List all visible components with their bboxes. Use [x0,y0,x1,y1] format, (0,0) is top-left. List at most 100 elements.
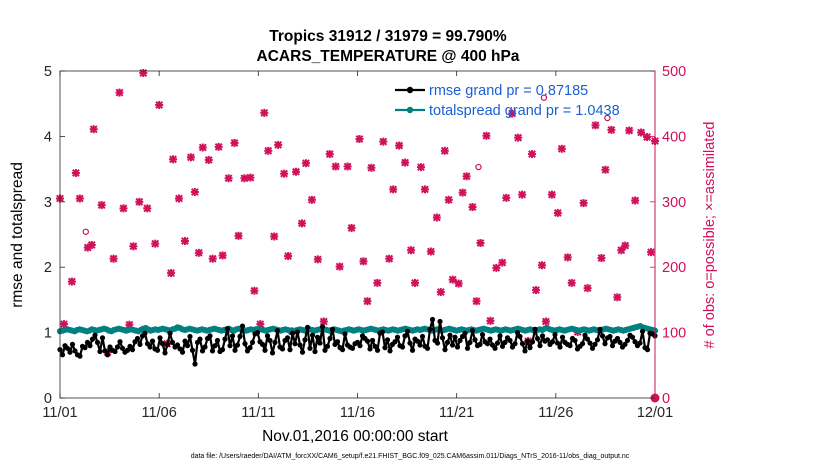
rmse-series-point [339,347,346,353]
rmse-series-point [624,337,631,344]
obs-assimilated-marker [532,286,540,295]
rmse-series-point [184,343,191,349]
rmse-series-point [544,337,551,343]
obs-assimilated-marker [347,223,356,232]
legend-spread-label: totalspread grand pr = 1.0438 [429,103,620,119]
obs-assimilated-marker [547,190,556,199]
rmse-series-point [89,336,96,342]
rmse-series-point [629,334,636,340]
obs-assimilated-marker [401,158,410,167]
obs-assimilated-marker [508,109,517,118]
obs-assimilated-marker [355,135,364,144]
obs-assimilated-marker [458,188,467,197]
obs-assimilated-marker [167,269,176,278]
legend-rmse-label: rmse grand pr = 0.87185 [429,83,588,99]
rmse-series-point [319,324,326,330]
obs-assimilated-marker [250,286,259,295]
obs-assimilated-marker [335,262,344,271]
rmse-series-point [262,347,268,353]
obs-assimilated-marker [214,142,223,151]
rmse-series-point [394,334,401,340]
rmse-series-point [644,347,651,353]
rmse-series-point [87,343,93,349]
rmse-series-point [229,333,236,339]
rmse-series-point [492,345,498,351]
rmse-series-point [232,347,238,353]
obs-assimilated-marker [198,143,207,152]
obs-assimilated-marker [274,140,283,149]
rmse-series-point [174,342,181,348]
obs-assimilated-marker [367,163,376,172]
rmse-series-point [97,348,103,355]
obs-assimilated-marker [498,258,507,267]
rmse-series-point [424,345,431,351]
obs-assimilated-marker [194,248,203,257]
rmse-series-point [307,345,313,351]
x-tick-label: 12/01 [637,405,673,421]
obs-assimilated-marker [631,196,640,205]
obs-assimilated-marker [436,288,445,297]
obs-count-series [56,68,660,403]
rmse-series-point [219,347,226,353]
obs-assimilated-marker [67,277,76,286]
rmse-series-point [554,340,561,346]
y-tick-label-left: 4 [44,129,52,145]
y-tick-label-left: 3 [44,195,52,211]
rmse-series-point [239,323,246,329]
rmse-series-point [594,337,601,343]
x-tick-label: 11/06 [142,405,177,421]
rmse-series-point [607,333,613,340]
obs-assimilated-marker [155,101,164,110]
rmse-series-point [299,349,306,355]
obs-assimilated-marker [389,185,398,194]
obs-assimilated-marker [186,153,195,162]
obs-assimilated-marker [482,131,491,140]
rmse-series-point [199,348,206,354]
obs-assimilated-marker [591,121,600,130]
rmse-series-point [287,347,293,353]
rmse-series-point [197,336,203,342]
obs-possible-marker [604,114,611,122]
legend-spread-marker [406,106,414,114]
rmse-series-point [334,339,341,345]
obs-assimilated-marker [109,254,118,263]
rmse-series [57,316,658,367]
rmse-series-point [309,332,316,338]
rmse-series-point [322,347,328,353]
rmse-series-point [82,345,88,351]
rmse-series-point [254,330,261,336]
obs-assimilated-marker [462,172,471,181]
rmse-series-point [297,342,303,348]
rmse-series-point [304,324,311,330]
rmse-series-point [514,330,521,336]
rmse-series-point [499,343,506,349]
rmse-series-point [519,341,526,347]
rmse-series-point [77,353,83,359]
rmse-series-point [292,341,298,347]
obs-assimilated-marker [528,150,537,159]
y-tick-label-left: 2 [44,260,52,276]
obs-assimilated-marker [292,167,301,176]
rmse-series-point [507,337,513,344]
obs-assimilated-marker [331,162,340,171]
obs-assimilated-marker [264,146,273,155]
rmse-series-point [59,352,66,358]
rmse-series-point [462,330,468,336]
rmse-series-point [169,339,176,346]
rmse-series-point [202,344,208,350]
obs-assimilated-marker [643,133,652,142]
rmse-series-point [477,341,483,347]
rmse-series-point [419,333,426,340]
obs-assimilated-marker [601,165,610,174]
rmse-series-point [154,347,161,353]
y-tick-label-right: 500 [662,64,686,80]
obs-possible-marker [475,163,482,171]
rmse-series-point [284,335,291,341]
rmse-series-point [104,352,111,358]
rmse-series-point [444,339,451,346]
rmse-series-point [449,342,456,348]
rmse-series-point [537,343,543,349]
rmse-series-point [209,348,216,354]
obs-assimilated-marker [129,242,138,251]
